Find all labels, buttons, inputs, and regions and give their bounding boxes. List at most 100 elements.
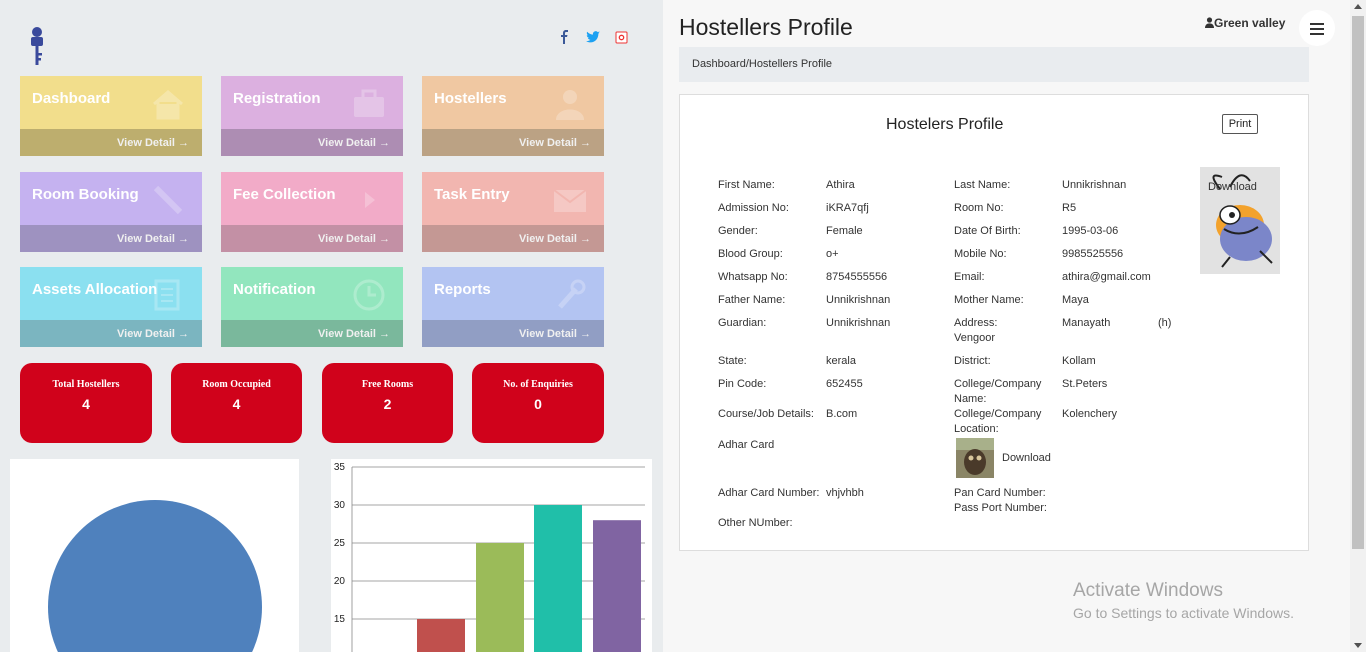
field-label: Mobile No: — [954, 248, 1007, 260]
stat-label: Total Hostellers — [52, 379, 120, 390]
stat-total-hostellers: Total Hostellers 4 — [20, 363, 152, 443]
view-detail-link[interactable]: View Detail → — [519, 233, 591, 245]
field-value: 8754555556 — [826, 271, 888, 283]
photo-download-link[interactable]: Download — [1208, 181, 1257, 193]
field-label: State: — [718, 355, 747, 367]
adhar-card-image[interactable] — [956, 438, 994, 478]
adhar-download-link[interactable]: Download — [1002, 452, 1051, 464]
field-value: B.com — [826, 408, 858, 420]
user-menu[interactable]: Green valley — [1205, 16, 1285, 30]
field-value: Kollam — [1062, 355, 1096, 367]
page-title: Hostellers Profile — [679, 14, 853, 40]
field-value: Athira — [826, 179, 855, 191]
field-label: College/Company Name: — [954, 378, 1042, 405]
twitter-icon[interactable] — [586, 30, 600, 44]
user-icon — [556, 90, 584, 120]
field-label: Date Of Birth: — [954, 225, 1021, 237]
tile-registration[interactable]: Registration View Detail → — [221, 76, 403, 156]
pencil-icon — [153, 185, 183, 215]
view-detail-link[interactable]: View Detail → — [519, 137, 591, 149]
profile-photo[interactable]: Download — [1200, 167, 1280, 274]
field-value: Unnikrishnan — [826, 317, 891, 329]
tile-reports[interactable]: Reports View Detail → — [422, 267, 604, 347]
key-icon[interactable] — [27, 26, 47, 68]
stat-label: Room Occupied — [202, 379, 271, 390]
field-label: First Name: — [718, 179, 775, 191]
view-detail-link[interactable]: View Detail → — [318, 328, 390, 340]
tile-footer — [221, 320, 403, 347]
field-value: o+ — [826, 248, 839, 260]
adhar-number-label: Adhar Card Number: — [718, 487, 820, 499]
tile-notification[interactable]: Notification View Detail → — [221, 267, 403, 347]
user-name: Green valley — [1214, 16, 1286, 30]
profile-title: Hostelers Profile — [886, 116, 1004, 133]
tile-hostellers[interactable]: Hostellers View Detail → — [422, 76, 604, 156]
field-label: Admission No: — [718, 202, 789, 214]
tile-footer — [20, 129, 202, 156]
y-tick-label: 30 — [334, 500, 346, 511]
user-icon — [1205, 17, 1214, 28]
hamburger-icon[interactable] — [1299, 10, 1335, 46]
field-label: Mother Name: — [954, 294, 1024, 306]
field-value: 1995-03-06 — [1062, 225, 1119, 237]
bar-chart: 35 30 25 20 15 — [334, 462, 645, 652]
field-value: St.Peters — [1062, 378, 1108, 390]
arrow-right-icon: → — [580, 233, 591, 245]
arrow-right-icon: → — [379, 233, 390, 245]
field-label: Pin Code: — [718, 378, 767, 390]
tile-dashboard[interactable]: Dashboard View Detail → — [20, 76, 202, 156]
pie-chart — [48, 500, 262, 652]
arrow-right-icon: → — [379, 137, 390, 149]
view-detail-link[interactable]: View Detail → — [117, 233, 189, 245]
stat-value: 4 — [232, 396, 241, 412]
field-label: Room No: — [954, 202, 1004, 214]
tile-title: Room Booking — [32, 186, 139, 203]
field-value: Unnikrishnan — [826, 294, 891, 306]
profile-card: Hostelers Profile Print Download First N… — [679, 94, 1309, 551]
field-value: Female — [826, 225, 863, 237]
adhar-card-label: Adhar Card — [718, 439, 775, 451]
arrow-right-icon: → — [178, 233, 189, 245]
scrollbar-thumb[interactable] — [1352, 16, 1364, 549]
field-label: Address: — [954, 317, 998, 329]
facebook-icon[interactable] — [558, 30, 572, 44]
y-tick-label: 15 — [334, 614, 346, 625]
adhar-number-value: vhjvhbh — [826, 487, 864, 499]
view-detail-link[interactable]: View Detail → — [318, 233, 390, 245]
scroll-up-icon[interactable] — [1354, 4, 1362, 9]
wrench-icon — [558, 279, 586, 309]
field-label: Gender: — [718, 225, 758, 237]
pie-chart-panel — [10, 459, 299, 652]
clock-icon — [353, 279, 385, 311]
view-detail-link[interactable]: View Detail → — [117, 137, 189, 149]
play-icon — [365, 192, 375, 208]
instagram-icon[interactable] — [615, 31, 628, 44]
breadcrumb: Dashboard/Hostellers Profile — [679, 47, 1309, 82]
view-detail-link[interactable]: View Detail → — [318, 137, 390, 149]
pie-slice — [48, 500, 262, 652]
tile-title: Assets Allocation — [32, 281, 158, 298]
scroll-down-icon[interactable] — [1354, 643, 1362, 648]
tile-assets-allocation[interactable]: Assets Allocation View Detail → — [20, 267, 202, 347]
other-number-label: Other NUmber: — [718, 517, 793, 529]
field-value: R5 — [1062, 202, 1077, 214]
field-value: Kolenchery — [1062, 408, 1118, 420]
view-detail-link[interactable]: View Detail → — [519, 328, 591, 340]
document-icon — [154, 279, 180, 311]
tile-title: Task Entry — [434, 186, 510, 203]
bar — [593, 520, 641, 652]
tile-footer — [20, 320, 202, 347]
scrollbar[interactable] — [1350, 0, 1366, 652]
field-value: Maya — [1062, 294, 1089, 306]
print-button[interactable]: Print — [1222, 114, 1258, 134]
y-tick-label: 20 — [334, 576, 346, 587]
view-detail-link[interactable]: View Detail → — [117, 328, 189, 340]
tile-title: Notification — [233, 281, 316, 298]
field-label: Blood Group: — [718, 248, 783, 260]
tile-room-booking[interactable]: Room Booking View Detail → — [20, 172, 202, 252]
tile-task-entry[interactable]: Task Entry View Detail → — [422, 172, 604, 252]
tile-fee-collection[interactable]: Fee Collection View Detail → — [221, 172, 403, 252]
dashboard-panel: Dashboard View Detail → Registration View D… — [0, 0, 663, 652]
field-value: 9985525556 — [1062, 248, 1124, 260]
tile-title: Dashboard — [32, 90, 111, 107]
